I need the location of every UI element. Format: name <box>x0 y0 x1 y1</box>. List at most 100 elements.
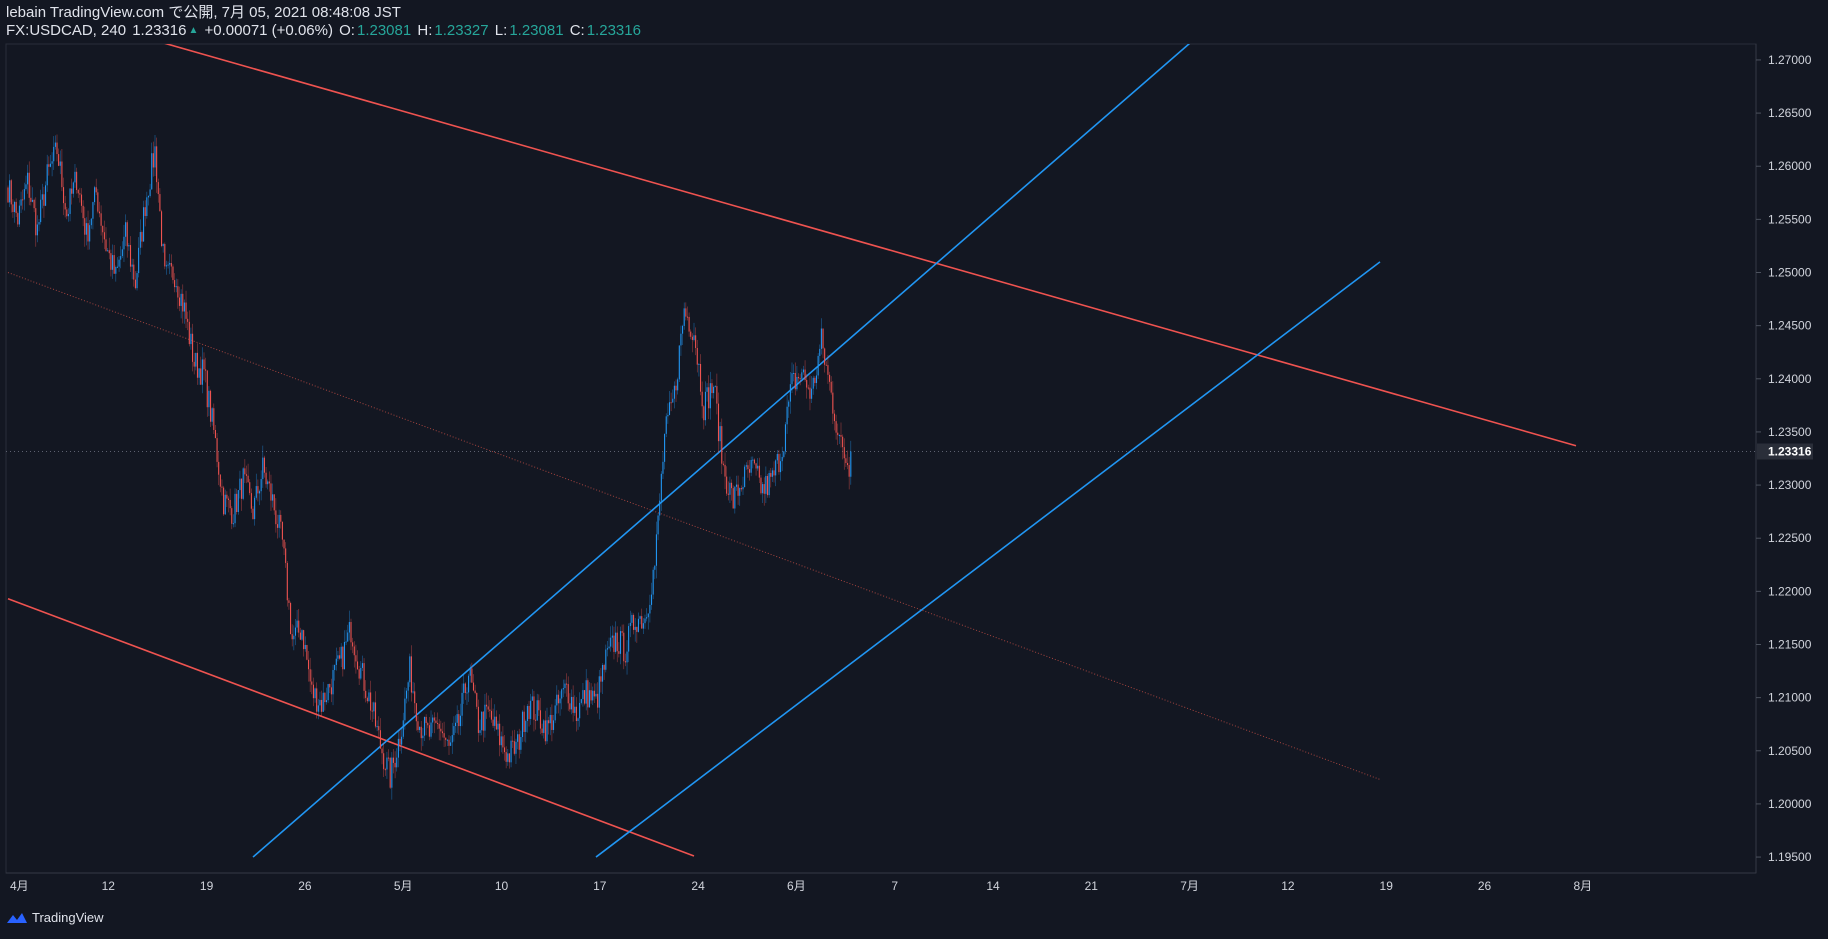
candle-body <box>260 479 262 492</box>
candle-body <box>521 711 524 738</box>
candle-body <box>157 182 159 195</box>
candle-body <box>752 459 754 461</box>
candle-body <box>817 355 819 376</box>
candle-body <box>762 484 764 494</box>
candle-body <box>169 263 171 265</box>
candle-body <box>227 498 230 500</box>
candle-body <box>554 705 556 721</box>
candle-body <box>833 413 836 422</box>
y-tick-label: 1.27000 <box>1768 53 1812 67</box>
candle-body <box>409 656 411 683</box>
candle-body <box>30 197 32 202</box>
candle-body <box>87 223 89 242</box>
candle-body <box>427 723 429 726</box>
candle-body <box>503 747 506 753</box>
candle-body <box>758 465 760 478</box>
candle-body <box>226 494 228 499</box>
candle-body <box>654 565 656 570</box>
symbol-label: FX:USDCAD, 240 <box>6 22 127 39</box>
candle-body <box>107 250 109 252</box>
candle-body <box>830 381 832 393</box>
tradingview-logo[interactable]: TradingView <box>6 910 104 925</box>
candle-body <box>129 245 132 267</box>
candle-body <box>347 632 349 642</box>
candle-body <box>726 476 728 494</box>
candle-body <box>103 232 105 240</box>
candle-body <box>655 534 657 566</box>
candle-body <box>244 468 246 475</box>
candle-body <box>494 716 496 726</box>
candle-body <box>399 738 401 745</box>
candle-body <box>309 669 311 682</box>
candle-body <box>420 726 422 739</box>
candle-body <box>144 207 146 216</box>
candle-body <box>414 691 416 704</box>
candle-body <box>156 146 158 183</box>
candle-body <box>7 187 9 203</box>
candle-body <box>281 521 283 540</box>
candle-body <box>675 385 677 391</box>
candle-body <box>660 473 662 501</box>
candle-body <box>216 438 218 462</box>
candle-body <box>386 757 388 770</box>
x-tick-label: 24 <box>691 879 705 893</box>
candle-body <box>71 188 73 194</box>
candle-body <box>419 726 421 731</box>
candle-body <box>123 236 125 250</box>
candle-body <box>755 463 757 469</box>
candle-body <box>636 626 638 632</box>
candle-body <box>430 722 432 737</box>
candle-body <box>355 655 357 662</box>
candle-body <box>500 736 502 746</box>
candle-body <box>806 380 808 388</box>
y-tick-label: 1.19500 <box>1768 850 1812 864</box>
candle-body <box>551 714 553 730</box>
candle-body <box>840 435 842 437</box>
candle-body <box>688 316 690 332</box>
candle-body <box>652 569 654 595</box>
candle-body <box>477 706 479 733</box>
candle-body <box>432 717 434 723</box>
candle-body <box>278 514 280 528</box>
candle-body <box>610 637 612 647</box>
candle-body <box>461 692 463 716</box>
candle-body <box>174 280 176 288</box>
candle-body <box>508 753 510 763</box>
candle-body <box>584 690 586 704</box>
candle-body <box>523 711 525 732</box>
plot-area <box>6 44 1756 858</box>
candle-body <box>49 163 52 167</box>
candle-body <box>242 468 244 499</box>
candle-body <box>711 383 713 394</box>
candle-body <box>389 757 391 788</box>
candle-body <box>739 488 741 496</box>
candle-body <box>203 359 205 370</box>
candle-body <box>510 740 512 763</box>
candle-body <box>58 154 60 166</box>
candle-body <box>327 684 329 701</box>
candle-body <box>90 218 92 226</box>
candle-body <box>25 184 27 190</box>
candle-body <box>396 757 398 768</box>
candle-body <box>435 720 437 723</box>
x-tick-label: 12 <box>102 879 116 893</box>
candle-body <box>446 739 448 741</box>
y-tick-label: 1.25500 <box>1768 212 1812 226</box>
candle-body <box>791 373 793 385</box>
candle-body <box>76 171 78 190</box>
candle-body <box>673 385 675 399</box>
candle-body <box>629 622 631 627</box>
candle-body <box>530 700 532 719</box>
candle-body <box>701 391 703 407</box>
candle-body <box>293 635 295 640</box>
candle-body <box>275 510 277 525</box>
candle-body <box>160 211 163 247</box>
candle-body <box>624 661 626 663</box>
candle-body <box>221 486 223 488</box>
candle-body <box>41 194 43 200</box>
candle-body <box>329 684 331 688</box>
candle-body <box>709 383 711 409</box>
candle-body <box>280 514 282 522</box>
publish-info: lebain TradingView.com で公開, 7月 05, 2021 … <box>6 4 401 21</box>
